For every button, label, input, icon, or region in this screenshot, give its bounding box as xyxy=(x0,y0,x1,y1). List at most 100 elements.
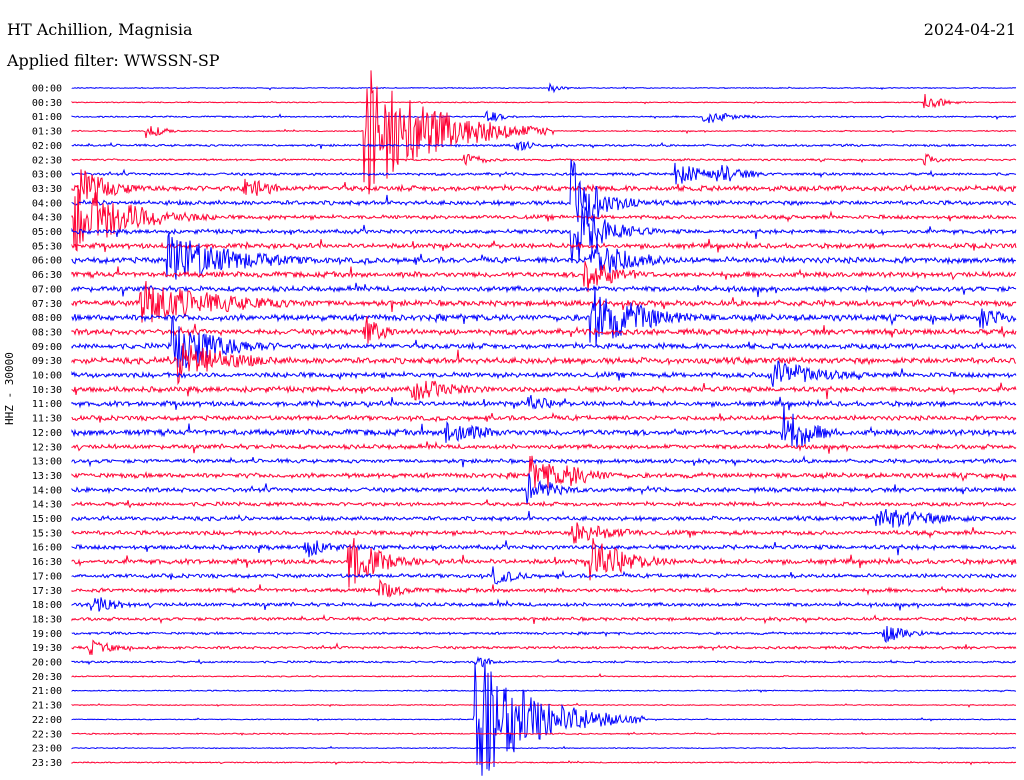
time-tick-label: 04:00 xyxy=(32,198,62,209)
time-tick-label: 05:30 xyxy=(32,241,62,252)
time-tick-label: 02:00 xyxy=(32,141,62,152)
seismic-trace-row xyxy=(71,360,1017,387)
seismic-trace-row xyxy=(71,538,1017,588)
seismic-trace-row xyxy=(71,315,1017,369)
time-tick-label: 22:00 xyxy=(32,715,62,726)
time-tick-label: 05:00 xyxy=(32,227,62,238)
seismic-trace-row xyxy=(71,625,1017,644)
seismic-trace-row xyxy=(71,93,1017,109)
time-tick-label: 14:30 xyxy=(32,500,62,511)
seismic-trace-row xyxy=(71,110,1017,124)
time-tick-label: 21:30 xyxy=(32,701,62,712)
seismic-trace-row xyxy=(71,232,1017,280)
time-tick-label: 12:30 xyxy=(32,442,62,453)
seismic-trace-row xyxy=(71,662,1017,776)
seismic-trace-row xyxy=(71,522,1017,544)
seismic-trace-row xyxy=(71,540,1017,558)
seismic-trace-row xyxy=(71,286,1017,346)
time-tick-label: 14:00 xyxy=(32,485,62,496)
seismic-trace-row xyxy=(71,760,1017,766)
time-tick-label: 06:30 xyxy=(32,270,62,281)
time-tick-label: 15:00 xyxy=(32,514,62,525)
seismic-trace-row xyxy=(71,578,1017,598)
seismic-trace-row xyxy=(71,343,1017,386)
time-tick-label: 07:00 xyxy=(32,284,62,295)
seismic-trace-row xyxy=(71,731,1017,736)
time-tick-label: 02:30 xyxy=(32,155,62,166)
seismic-trace-row xyxy=(71,440,1017,454)
time-tick-label: 08:00 xyxy=(32,313,62,324)
date-label: 2024-04-21 xyxy=(923,20,1016,39)
seismic-trace-row xyxy=(71,152,1017,166)
seismic-trace-row xyxy=(71,380,1017,401)
seismic-trace-row xyxy=(71,162,1016,185)
seismic-trace-row xyxy=(71,673,1017,678)
seismic-trace-row xyxy=(71,238,1017,253)
time-tick-label: 19:30 xyxy=(32,643,62,654)
seismic-trace-row xyxy=(71,745,1016,750)
time-tick-label: 03:30 xyxy=(32,184,62,195)
seismic-trace-row xyxy=(71,394,1017,411)
time-tick-label: 16:30 xyxy=(32,557,62,568)
time-tick-label: 20:00 xyxy=(32,658,62,669)
seismic-trace-row xyxy=(71,159,1016,225)
time-tick-label: 09:00 xyxy=(32,342,62,353)
time-tick-label: 18:30 xyxy=(32,614,62,625)
time-tick-label: 11:30 xyxy=(32,414,62,425)
seismic-trace-row xyxy=(71,282,1017,298)
time-tick-label: 12:00 xyxy=(32,428,62,439)
seismic-trace-row xyxy=(71,403,1017,448)
time-tick-label: 11:00 xyxy=(32,399,62,410)
time-tick-label: 17:00 xyxy=(32,571,62,582)
time-tick-label: 21:00 xyxy=(32,686,62,697)
seismic-trace-row xyxy=(71,566,1017,585)
time-tick-label: 20:30 xyxy=(32,672,62,683)
time-tick-label: 16:00 xyxy=(32,543,62,554)
seismic-trace-row xyxy=(71,499,1017,509)
time-tick-label: 08:30 xyxy=(32,327,62,338)
time-tick-label: 13:30 xyxy=(32,471,62,482)
seismic-trace-row xyxy=(71,70,1017,195)
time-tick-label: 10:30 xyxy=(32,385,62,396)
seismic-trace-row xyxy=(71,411,1017,423)
time-tick-label: 15:30 xyxy=(32,528,62,539)
seismic-trace-row xyxy=(71,473,1017,505)
seismic-trace-row xyxy=(71,508,1017,528)
time-tick-label: 09:30 xyxy=(32,356,62,367)
time-tick-label: 03:00 xyxy=(32,170,62,181)
time-tick-label: 06:00 xyxy=(32,256,62,267)
seismic-trace-row xyxy=(71,597,1017,612)
filter-label: Applied filter: WWSSN-SP xyxy=(7,51,220,70)
seismic-trace-row xyxy=(71,316,1017,344)
time-tick-label: 18:00 xyxy=(32,600,62,611)
time-tick-label: 22:30 xyxy=(32,729,62,740)
seismic-trace-row xyxy=(71,280,1017,323)
time-tick-label: 19:00 xyxy=(32,629,62,640)
time-tick-label: 17:30 xyxy=(32,586,62,597)
seismic-trace-row xyxy=(71,702,1017,708)
seismic-trace-row xyxy=(71,689,1016,693)
seismic-trace-row xyxy=(71,140,1017,152)
time-tick-label: 01:00 xyxy=(32,112,62,123)
seismic-trace-row xyxy=(71,261,1017,293)
time-tick-label: 07:30 xyxy=(32,299,62,310)
seismic-trace-row xyxy=(71,206,1017,263)
time-tick-label: 01:30 xyxy=(32,127,62,138)
time-tick-label: 10:00 xyxy=(32,371,62,382)
seismic-trace-row xyxy=(71,169,1017,206)
seismic-trace-row xyxy=(71,639,1017,655)
time-tick-label: 13:00 xyxy=(32,457,62,468)
time-tick-label: 00:30 xyxy=(32,98,62,109)
seismic-trace-row xyxy=(71,455,1017,468)
time-tick-label: 23:30 xyxy=(32,758,62,769)
time-tick-label: 23:00 xyxy=(32,744,62,755)
time-tick-label: 04:30 xyxy=(32,213,62,224)
seismic-trace-row xyxy=(71,455,1017,489)
seismic-trace-row xyxy=(71,185,1017,252)
station-title: HT Achillion, Magnisia xyxy=(7,20,193,39)
time-tick-label: 00:00 xyxy=(32,84,62,95)
seismic-trace-row xyxy=(71,82,1017,94)
seismic-trace-row xyxy=(71,655,1017,668)
seismic-trace-row xyxy=(71,613,1017,625)
